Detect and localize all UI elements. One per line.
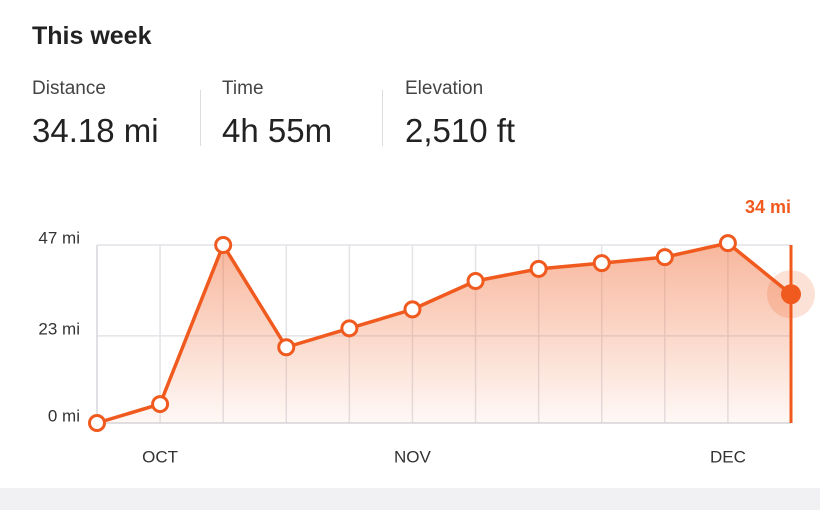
area	[97, 243, 791, 423]
point	[151, 395, 170, 414]
stat: Elevation 2,510 ft	[405, 78, 515, 150]
stat: Distance 34.18 mi	[32, 78, 159, 150]
point	[403, 300, 422, 319]
y-tick-label: 0 mi	[48, 406, 80, 425]
point	[718, 234, 737, 253]
footer-bar	[0, 488, 820, 510]
point-highlight	[781, 284, 801, 305]
x-tick-label: DEC	[710, 447, 746, 466]
separator	[382, 90, 383, 146]
stat-label: Distance	[32, 78, 106, 99]
stat-label: Elevation	[405, 78, 484, 99]
x-tick-label: NOV	[394, 447, 432, 466]
line	[96, 241, 793, 425]
separator	[200, 90, 201, 146]
stat-value: 2,510 ft	[405, 112, 516, 149]
point	[655, 248, 674, 267]
point	[466, 271, 485, 290]
value-label: 34 mi	[745, 197, 791, 217]
stat-value: 4h 55m	[222, 112, 333, 149]
chart: 0 mi 23 mi 47 mi OCT NOV DEC 34 mi	[38, 197, 815, 466]
section-title: This week	[32, 22, 152, 50]
point	[592, 254, 611, 273]
stat: Time 4h 55m	[222, 78, 332, 150]
point	[277, 338, 296, 357]
y-tick-label: 47 mi	[38, 228, 80, 247]
point	[214, 236, 233, 254]
y-tick-label: 23 mi	[38, 319, 80, 338]
point	[529, 259, 548, 278]
stat-label: Time	[222, 78, 264, 99]
point	[340, 319, 359, 338]
x-tick-label: OCT	[142, 447, 178, 466]
stat-value: 34.18 mi	[32, 112, 159, 149]
point	[88, 414, 106, 432]
